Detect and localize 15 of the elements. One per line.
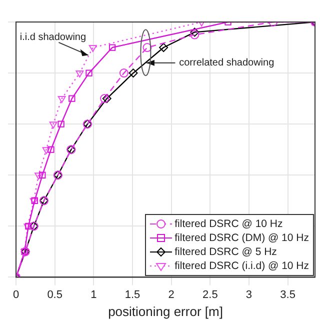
x-axis-title: positioning error [m] <box>108 304 223 319</box>
x-tick-label: 0.5 <box>47 288 62 301</box>
x-tick-label: 0 <box>12 288 20 301</box>
legend-label: filtered DSRC (i.i.d) @ 10 Hz <box>174 259 309 273</box>
x-tick-label: 2 <box>168 288 174 301</box>
x-tick-label: 3.5 <box>280 288 296 301</box>
legend-label: filtered DSRC @ 10 Hz <box>174 217 283 231</box>
x-tick-label: 3 <box>246 288 252 301</box>
x-tick-label: 2.5 <box>202 288 218 301</box>
x-tick-label: 1 <box>90 288 97 301</box>
annotation: correlated shadowing <box>179 58 274 69</box>
legend-label: filtered DSRC (DM) @ 10 Hz <box>174 231 309 245</box>
x-tick-label: 1.5 <box>124 288 140 301</box>
legend-label: filtered DSRC @ 5 Hz <box>174 245 277 259</box>
annotation: i.i.d shadowing <box>20 32 86 44</box>
